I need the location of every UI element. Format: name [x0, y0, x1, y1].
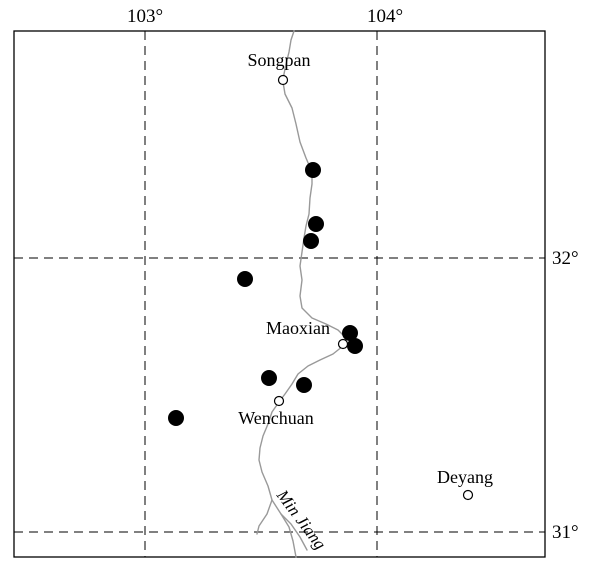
wenchuan-city-marker [273, 395, 285, 407]
deyang-city-marker [462, 489, 474, 501]
longitude-label-103: 103° [127, 6, 163, 27]
event-marker [308, 216, 324, 232]
songpan-label: Songpan [248, 50, 311, 70]
latitude-label-31: 31° [552, 522, 579, 543]
songpan-city-marker [277, 74, 289, 86]
city-markers [273, 74, 474, 501]
min-jiang-river [256, 30, 347, 558]
event-marker [261, 370, 277, 386]
event-marker [237, 271, 253, 287]
event-marker [305, 162, 321, 178]
river-fork-right [280, 513, 308, 551]
event-marker [296, 377, 312, 393]
maoxian-city-marker [337, 338, 349, 350]
event-marker [303, 233, 319, 249]
event-markers [168, 162, 363, 426]
latitude-label-32: 32° [552, 248, 579, 269]
graticule [14, 31, 545, 557]
longitude-label-104: 104° [367, 6, 403, 27]
deyang-label: Deyang [437, 467, 493, 487]
map-frame [13, 30, 546, 558]
river-main-channel [256, 30, 347, 535]
event-marker [342, 325, 358, 341]
event-marker [168, 410, 184, 426]
wenchuan-label: Wenchuan [238, 408, 314, 428]
event-marker [347, 338, 363, 354]
river-fork-left [271, 499, 297, 558]
maoxian-label: Maoxian [266, 318, 330, 338]
